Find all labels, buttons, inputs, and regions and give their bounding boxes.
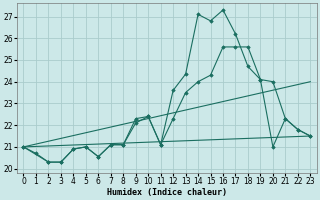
- X-axis label: Humidex (Indice chaleur): Humidex (Indice chaleur): [107, 188, 227, 197]
